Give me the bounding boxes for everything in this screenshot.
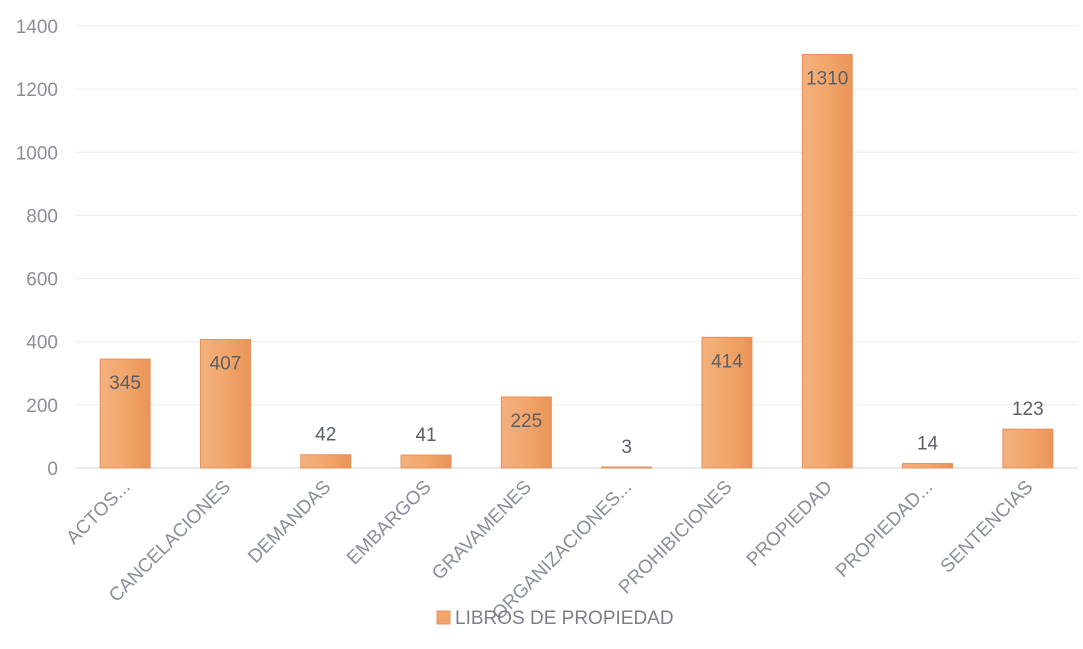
legend-swatch	[436, 610, 451, 625]
x-category-label: PROPIEDAD	[743, 477, 837, 571]
y-tick-label: 400	[26, 333, 58, 354]
y-tick-label: 800	[26, 206, 58, 227]
y-tick-label: 1000	[16, 143, 58, 164]
x-category-label: GRAVAMENES	[428, 477, 536, 585]
x-axis-categories: ACTOS...CANCELACIONES DEMANDAS EMBARGOSGRA…	[63, 477, 1038, 625]
legend: LIBROS DE PROPIEDAD	[436, 608, 674, 629]
legend-label: LIBROS DE PROPIEDAD	[455, 608, 674, 629]
data-label: 14	[917, 434, 939, 455]
data-label: 345	[109, 373, 141, 394]
x-category-label: DEMANDAS	[244, 477, 335, 568]
data-label: 42	[315, 425, 336, 446]
bar	[400, 454, 452, 469]
data-label: 225	[510, 411, 542, 432]
x-category-label: PROPIEDAD...	[832, 477, 937, 582]
y-tick-label: 1200	[16, 80, 58, 101]
bar	[500, 396, 552, 469]
y-axis-ticks: 0 200 400 600 800 1000 1200 1400	[16, 17, 58, 480]
bar	[199, 339, 251, 469]
x-category-label: SENTENCIAS	[937, 477, 1038, 578]
data-labels: 345 407 42 41 225 3 414 1310 14 123	[109, 68, 1043, 458]
data-label: 1310	[806, 68, 848, 89]
bar	[902, 463, 954, 469]
x-category-label: PROHIBICIONES	[615, 477, 737, 599]
bars	[99, 53, 1054, 469]
bar	[1002, 428, 1054, 469]
x-category-label: ACTOS...	[63, 477, 135, 549]
data-label: 123	[1012, 399, 1044, 420]
y-tick-label: 600	[26, 270, 58, 291]
data-label: 3	[621, 437, 632, 458]
bar	[300, 454, 352, 469]
data-label: 407	[210, 354, 242, 375]
bar	[601, 466, 653, 469]
x-category-label: EMBARGOS	[343, 477, 435, 569]
y-tick-label: 0	[47, 459, 58, 480]
data-label: 414	[711, 351, 743, 372]
y-tick-label: 200	[26, 396, 58, 417]
bar	[99, 358, 151, 469]
data-label: 41	[415, 425, 436, 446]
y-tick-label: 1400	[16, 17, 58, 38]
bar	[701, 336, 753, 469]
bar	[801, 53, 853, 469]
